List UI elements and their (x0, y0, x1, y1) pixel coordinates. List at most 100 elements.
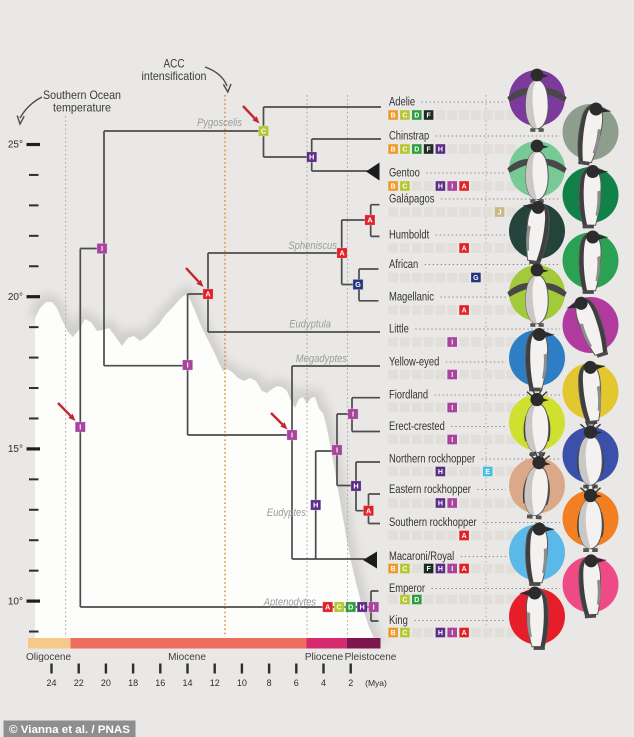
svg-text:C: C (402, 147, 407, 154)
svg-text:Eudyptula: Eudyptula (289, 319, 331, 331)
svg-text:10°: 10° (8, 596, 23, 607)
svg-text:C: C (402, 113, 407, 120)
svg-text:Yellow-eyed: Yellow-eyed (389, 354, 439, 368)
svg-text:C: C (337, 603, 343, 612)
svg-text:D: D (414, 113, 419, 120)
svg-text:C: C (402, 597, 407, 604)
svg-text:C: C (402, 566, 407, 573)
svg-text:A: A (325, 603, 331, 612)
svg-text:Oligocene: Oligocene (26, 652, 71, 663)
svg-text:Southern rockhopper: Southern rockhopper (389, 515, 477, 529)
svg-text:B: B (391, 113, 396, 120)
svg-text:Pleistocene: Pleistocene (345, 652, 397, 663)
svg-text:G: G (355, 280, 361, 289)
svg-text:24: 24 (46, 678, 56, 688)
svg-text:B: B (391, 566, 396, 573)
svg-text:A: A (462, 184, 467, 191)
svg-text:6: 6 (294, 678, 299, 688)
svg-text:D: D (348, 603, 354, 612)
svg-text:Aptenodytes: Aptenodytes (263, 597, 317, 609)
svg-text:© Vianna et al. / PNAS: © Vianna et al. / PNAS (9, 724, 131, 736)
svg-text:Galápagos: Galápagos (389, 191, 434, 205)
svg-text:I: I (291, 431, 293, 440)
svg-text:Erect-crested: Erect-crested (389, 419, 445, 433)
svg-text:A: A (366, 506, 372, 515)
svg-text:H: H (438, 566, 443, 573)
svg-text:H: H (313, 501, 318, 510)
svg-text:Little: Little (389, 321, 409, 335)
svg-text:A: A (462, 246, 467, 253)
svg-text:A: A (462, 533, 467, 540)
svg-text:ACC: ACC (164, 58, 185, 71)
svg-text:I: I (373, 603, 375, 612)
svg-text:G: G (473, 275, 479, 282)
svg-text:A: A (462, 308, 467, 315)
svg-text:I: I (79, 423, 81, 432)
svg-text:African: African (389, 257, 418, 271)
svg-text:8: 8 (267, 678, 272, 688)
svg-text:King: King (389, 613, 408, 627)
svg-text:I: I (187, 361, 189, 370)
svg-text:20°: 20° (8, 292, 23, 303)
svg-text:I: I (451, 340, 453, 347)
svg-text:I: I (451, 372, 453, 379)
svg-text:I: I (352, 410, 354, 419)
svg-text:I: I (451, 566, 453, 573)
svg-text:2: 2 (348, 678, 353, 688)
svg-text:A: A (339, 249, 345, 258)
svg-text:F: F (426, 566, 431, 573)
svg-text:A: A (367, 216, 373, 225)
svg-text:Humboldt: Humboldt (389, 227, 430, 241)
svg-text:H: H (438, 469, 443, 476)
svg-text:Miocene: Miocene (168, 652, 206, 663)
svg-text:15°: 15° (8, 444, 23, 455)
svg-text:Eastern rockhopper: Eastern rockhopper (389, 482, 471, 496)
svg-text:Spheniscus: Spheniscus (288, 240, 337, 252)
svg-text:Gentoo: Gentoo (389, 165, 420, 179)
svg-text:Eudyptes: Eudyptes (267, 507, 307, 519)
svg-text:H: H (438, 147, 443, 154)
svg-text:Chinstrap: Chinstrap (389, 128, 429, 142)
svg-text:intensification: intensification (142, 70, 207, 83)
svg-text:20: 20 (101, 678, 111, 688)
svg-text:C: C (402, 630, 407, 637)
svg-text:F: F (426, 113, 431, 120)
svg-text:B: B (391, 630, 396, 637)
svg-text:Magellanic: Magellanic (389, 289, 434, 303)
svg-text:10: 10 (237, 678, 247, 688)
svg-text:25°: 25° (8, 140, 23, 151)
svg-text:Macaroni/Royal: Macaroni/Royal (389, 549, 454, 563)
svg-text:12: 12 (210, 678, 220, 688)
svg-text:F: F (426, 147, 431, 154)
svg-text:H: H (353, 482, 358, 491)
svg-text:(Mya): (Mya) (365, 678, 387, 688)
svg-text:Emperor: Emperor (389, 581, 425, 595)
svg-text:H: H (360, 603, 365, 612)
svg-text:Adelie: Adelie (389, 94, 415, 108)
svg-text:I: I (101, 244, 103, 253)
svg-text:E: E (485, 469, 490, 476)
svg-text:H: H (438, 184, 443, 191)
svg-text:14: 14 (182, 678, 192, 688)
svg-text:Fiordland: Fiordland (389, 387, 428, 401)
svg-text:I: I (451, 405, 453, 412)
svg-text:A: A (462, 566, 467, 573)
svg-text:D: D (414, 147, 419, 154)
svg-text:I: I (336, 446, 338, 455)
svg-text:C: C (402, 184, 407, 191)
svg-text:temperature: temperature (53, 102, 111, 115)
svg-text:H: H (438, 501, 443, 508)
svg-text:Southern Ocean: Southern Ocean (43, 89, 121, 102)
svg-text:A: A (462, 630, 467, 637)
svg-text:Megadyptes: Megadyptes (296, 353, 348, 365)
svg-text:I: I (451, 184, 453, 191)
svg-text:D: D (414, 597, 419, 604)
svg-text:16: 16 (155, 678, 165, 688)
svg-text:B: B (391, 184, 396, 191)
svg-text:A: A (205, 290, 211, 299)
svg-text:C: C (261, 127, 267, 136)
svg-text:4: 4 (321, 678, 326, 688)
svg-text:Pygoscelis: Pygoscelis (197, 117, 242, 129)
svg-text:H: H (309, 153, 314, 162)
svg-text:22: 22 (74, 678, 84, 688)
